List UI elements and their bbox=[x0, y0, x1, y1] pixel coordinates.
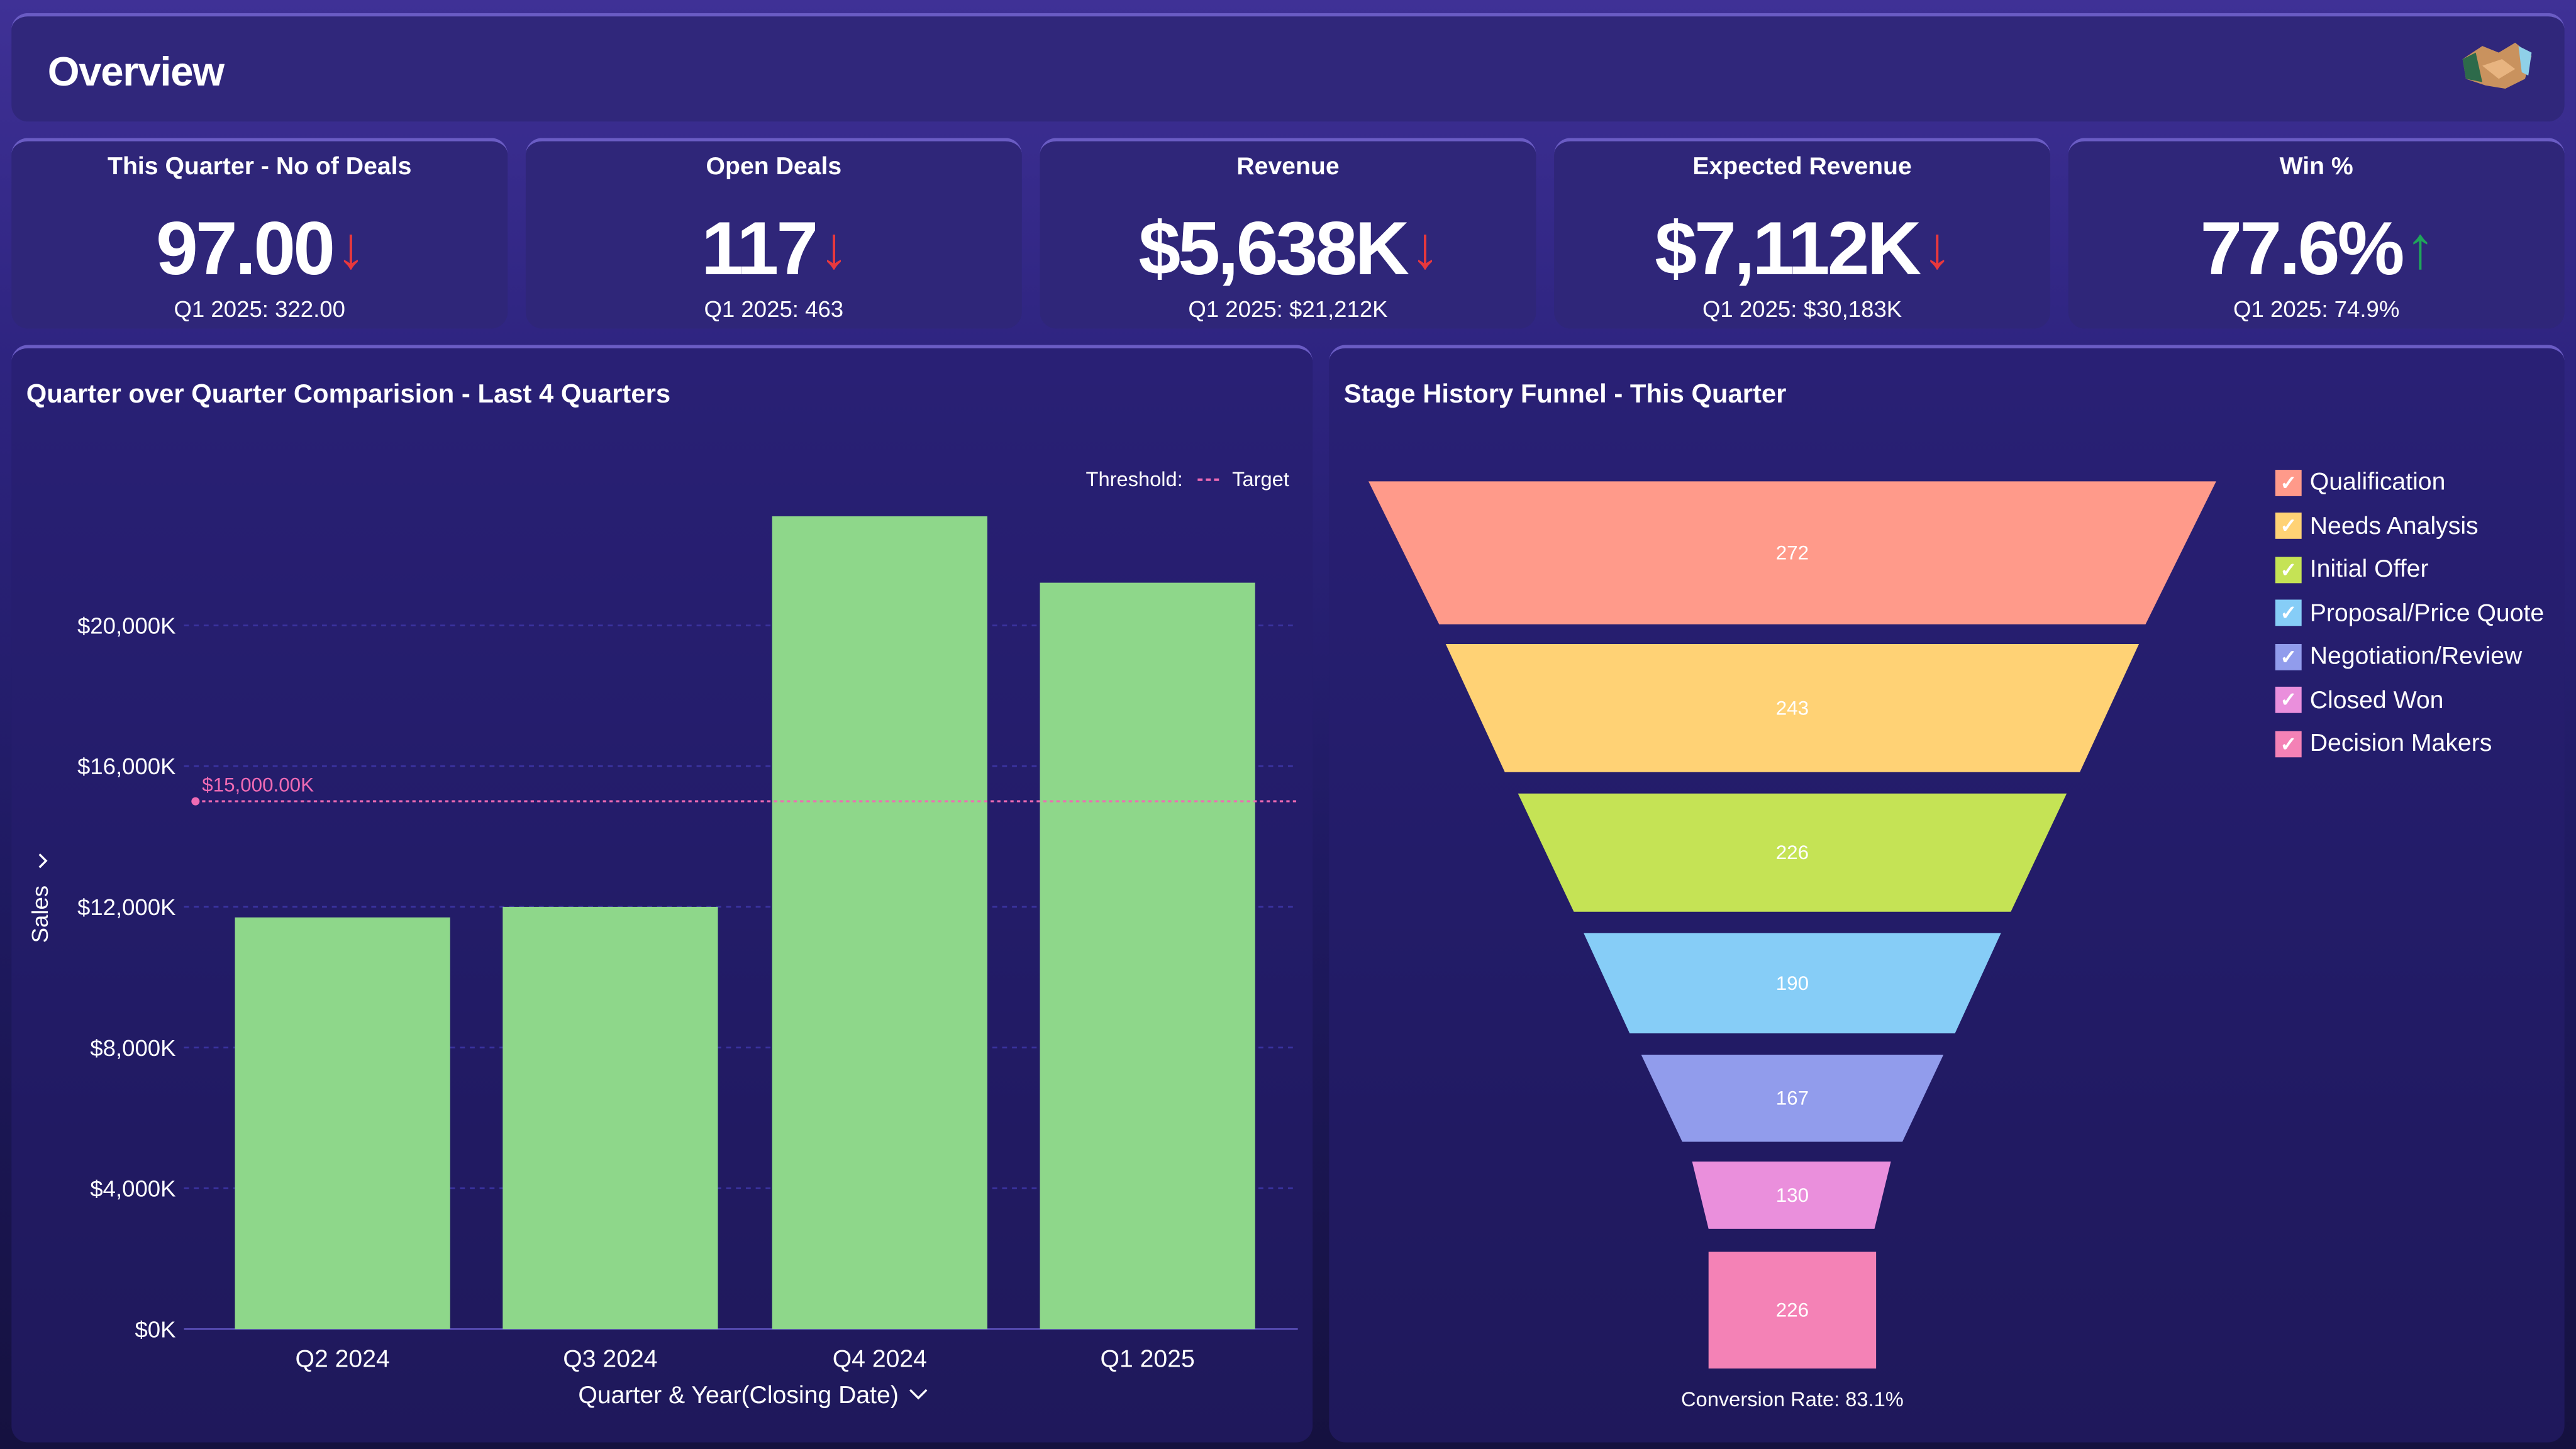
kpi-comparison: Q1 2025: 74.9% bbox=[2233, 296, 2400, 322]
kpi-number: $5,638K bbox=[1138, 205, 1409, 291]
legend-label: Negotiation/Review bbox=[2309, 642, 2523, 670]
chart-title: Quarter over Quarter Comparision - Last … bbox=[26, 381, 671, 409]
checkbox-checked-icon[interactable]: ✓ bbox=[2275, 513, 2302, 539]
kpi-comparison: Q1 2025: $30,183K bbox=[1702, 296, 1902, 322]
kpi-value: 117 ↓ bbox=[526, 204, 1022, 292]
funnel-value-label: 226 bbox=[1776, 1299, 1809, 1321]
chart-title: Stage History Funnel - This Quarter bbox=[1343, 381, 1787, 409]
handshake-icon bbox=[2462, 42, 2532, 89]
legend-label: Needs Analysis bbox=[2309, 511, 2479, 540]
legend-item[interactable]: ✓ Negotiation/Review bbox=[2275, 642, 2522, 670]
kpi-label: Win % bbox=[2279, 152, 2353, 181]
funnel-value-label: 226 bbox=[1776, 841, 1809, 863]
funnel-value-label: 272 bbox=[1776, 541, 1809, 564]
chevron-right-icon[interactable] bbox=[38, 853, 48, 869]
arrow-down-icon: ↓ bbox=[1922, 213, 1952, 281]
kpi-comparison: Q1 2025: 463 bbox=[704, 296, 844, 322]
legend-label: Initial Offer bbox=[2309, 555, 2429, 584]
kpi-number: $7,112K bbox=[1655, 205, 1921, 291]
bar[interactable] bbox=[235, 917, 450, 1330]
funnel-value-label: 167 bbox=[1776, 1087, 1809, 1109]
threshold-legend-label[interactable]: Target bbox=[1232, 467, 1289, 491]
checkbox-checked-icon[interactable]: ✓ bbox=[2275, 730, 2302, 757]
kpi-number: 97.00 bbox=[155, 205, 335, 291]
legend-label: Closed Won bbox=[2309, 686, 2444, 714]
header-bar: Overview bbox=[11, 13, 2565, 122]
kpi-card: Revenue $5,638K ↓ Q1 2025: $21,212K bbox=[1040, 138, 1536, 329]
threshold-label: $15,000.00K bbox=[202, 774, 314, 796]
funnel-value-label: 130 bbox=[1776, 1184, 1809, 1206]
kpi-value: 77.6% ↑ bbox=[2068, 204, 2565, 292]
funnel-segment[interactable] bbox=[1641, 1055, 1944, 1142]
legend-label: Decision Makers bbox=[2309, 729, 2492, 758]
kpi-value: $7,112K ↓ bbox=[1554, 204, 2050, 292]
arrow-down-icon: ↓ bbox=[336, 213, 365, 281]
checkbox-checked-icon[interactable]: ✓ bbox=[2275, 599, 2302, 626]
arrow-down-icon: ↓ bbox=[819, 213, 848, 281]
kpi-number: 117 bbox=[701, 205, 818, 291]
bar[interactable] bbox=[502, 906, 718, 1330]
kpi-card: This Quarter - No of Deals 97.00 ↓ Q1 202… bbox=[11, 138, 508, 329]
legend-item[interactable]: ✓ Decision Makers bbox=[2275, 730, 2492, 757]
funnel-segment[interactable] bbox=[1518, 793, 2067, 912]
arrow-down-icon: ↓ bbox=[1410, 213, 1440, 281]
funnel-segment[interactable] bbox=[1692, 1161, 1891, 1229]
legend-item[interactable]: ✓ Initial Offer bbox=[2275, 555, 2429, 583]
legend-item[interactable]: ✓ Proposal/Price Quote bbox=[2275, 599, 2545, 627]
legend-item[interactable]: ✓ Qualification bbox=[2275, 468, 2445, 496]
x-axis-title[interactable]: Quarter & Year(Closing Date) bbox=[578, 1382, 898, 1409]
x-tick-label: Q4 2024 bbox=[833, 1345, 927, 1372]
threshold-marker bbox=[191, 797, 200, 806]
kpi-card: Win % 77.6% ↑ Q1 2025: 74.9% bbox=[2068, 138, 2565, 329]
threshold-legend-prefix: Threshold: bbox=[1086, 467, 1183, 491]
legend-label: Proposal/Price Quote bbox=[2309, 599, 2545, 627]
kpi-comparison: Q1 2025: 322.00 bbox=[174, 296, 345, 322]
kpi-comparison: Q1 2025: $21,212K bbox=[1188, 296, 1388, 322]
funnel-value-label: 243 bbox=[1776, 697, 1809, 719]
x-tick-label: Q3 2024 bbox=[563, 1345, 657, 1372]
kpi-label: Revenue bbox=[1236, 152, 1340, 181]
legend-label: Qualification bbox=[2309, 468, 2446, 496]
bar[interactable] bbox=[772, 516, 987, 1330]
kpi-label: Expected Revenue bbox=[1692, 152, 1912, 181]
x-tick-label: Q1 2025 bbox=[1100, 1345, 1194, 1372]
funnel-segment[interactable] bbox=[1445, 643, 2140, 772]
conversion-rate: Conversion Rate: 83.1% bbox=[1681, 1387, 1904, 1411]
kpi-card: Open Deals 117 ↓ Q1 2025: 463 bbox=[525, 138, 1022, 329]
funnel-segment[interactable] bbox=[1584, 933, 2001, 1034]
kpi-number: 77.6% bbox=[2200, 205, 2404, 291]
page-title: Overview bbox=[47, 49, 225, 96]
y-tick-label: $12,000K bbox=[77, 894, 176, 920]
y-axis-title[interactable]: Sales bbox=[27, 886, 53, 943]
kpi-card: Expected Revenue $7,112K ↓ Q1 2025: $30,1… bbox=[1554, 138, 2051, 329]
y-tick-label: $20,000K bbox=[77, 613, 176, 638]
bar[interactable] bbox=[1040, 582, 1255, 1330]
y-tick-label: $8,000K bbox=[90, 1035, 175, 1061]
checkbox-checked-icon[interactable]: ✓ bbox=[2275, 469, 2302, 496]
checkbox-checked-icon[interactable]: ✓ bbox=[2275, 643, 2302, 670]
y-tick-label: $4,000K bbox=[90, 1176, 175, 1202]
funnel-chart: 272 243 226 190 167 130 226 Conversion Rate: 83… bbox=[1368, 481, 2216, 1411]
funnel-value-label: 190 bbox=[1776, 972, 1809, 994]
kpi-value: 97.00 ↓ bbox=[11, 204, 508, 292]
kpi-value: $5,638K ↓ bbox=[1040, 204, 1536, 292]
legend-item[interactable]: ✓ Closed Won bbox=[2275, 686, 2444, 714]
checkbox-checked-icon[interactable]: ✓ bbox=[2275, 686, 2302, 713]
funnel-chart-panel: Stage History Funnel - This Quarter 272 2… bbox=[1329, 345, 2565, 1443]
arrow-up-icon: ↑ bbox=[2405, 213, 2435, 281]
legend-item[interactable]: ✓ Needs Analysis bbox=[2275, 512, 2479, 540]
qoq-chart-panel: Quarter over Quarter Comparision - Last … bbox=[11, 345, 1313, 1443]
kpi-label: This Quarter - No of Deals bbox=[108, 152, 412, 181]
x-tick-label: Q2 2024 bbox=[296, 1345, 390, 1372]
funnel-segment[interactable] bbox=[1708, 1252, 1877, 1368]
bar-chart: $0K $4,000K $8,000K $12,000K $16,000K $20,000… bbox=[27, 467, 1298, 1409]
y-tick-label: $16,000K bbox=[77, 753, 176, 779]
kpi-label: Open Deals bbox=[706, 152, 842, 181]
y-tick-label: $0K bbox=[135, 1316, 175, 1342]
chevron-down-icon[interactable] bbox=[909, 1389, 928, 1400]
funnel-segment[interactable] bbox=[1368, 481, 2216, 625]
checkbox-checked-icon[interactable]: ✓ bbox=[2275, 556, 2302, 583]
